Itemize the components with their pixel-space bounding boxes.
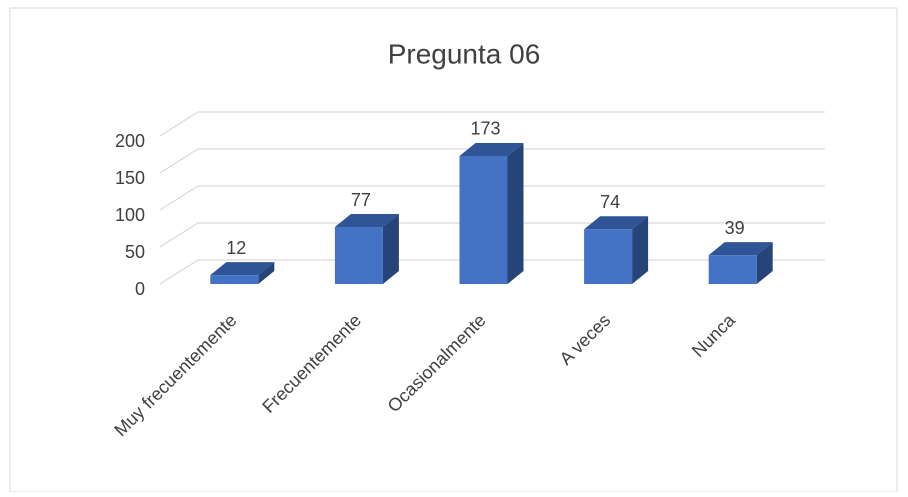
bar-top — [708, 242, 773, 256]
bar — [210, 275, 259, 284]
grid-line — [159, 185, 825, 211]
bar-side — [756, 242, 773, 284]
y-tick-label: 50 — [125, 242, 145, 262]
value-label: 173 — [470, 119, 500, 139]
value-label: 77 — [351, 190, 371, 210]
value-label: 12 — [226, 238, 246, 258]
chart-title: Pregunta 06 — [388, 38, 541, 69]
bar-side — [258, 262, 275, 284]
y-tick-label: 100 — [115, 205, 145, 225]
bar — [584, 229, 633, 284]
value-label: 39 — [725, 218, 745, 238]
bar-top — [584, 216, 649, 230]
bar-side — [382, 214, 399, 284]
bar-top — [459, 142, 524, 156]
bar-side — [507, 142, 524, 284]
y-tick-label: 200 — [115, 131, 145, 151]
y-tick-label: 150 — [115, 168, 145, 188]
bar-top — [334, 214, 399, 228]
bar-side — [632, 216, 649, 284]
bar — [334, 227, 383, 284]
bar-top — [210, 262, 275, 276]
y-tick-label: 0 — [135, 279, 145, 299]
bar — [459, 155, 508, 284]
value-label: 74 — [600, 192, 620, 212]
grid-line — [159, 111, 825, 137]
bar — [708, 255, 757, 284]
grid-line — [159, 148, 825, 174]
